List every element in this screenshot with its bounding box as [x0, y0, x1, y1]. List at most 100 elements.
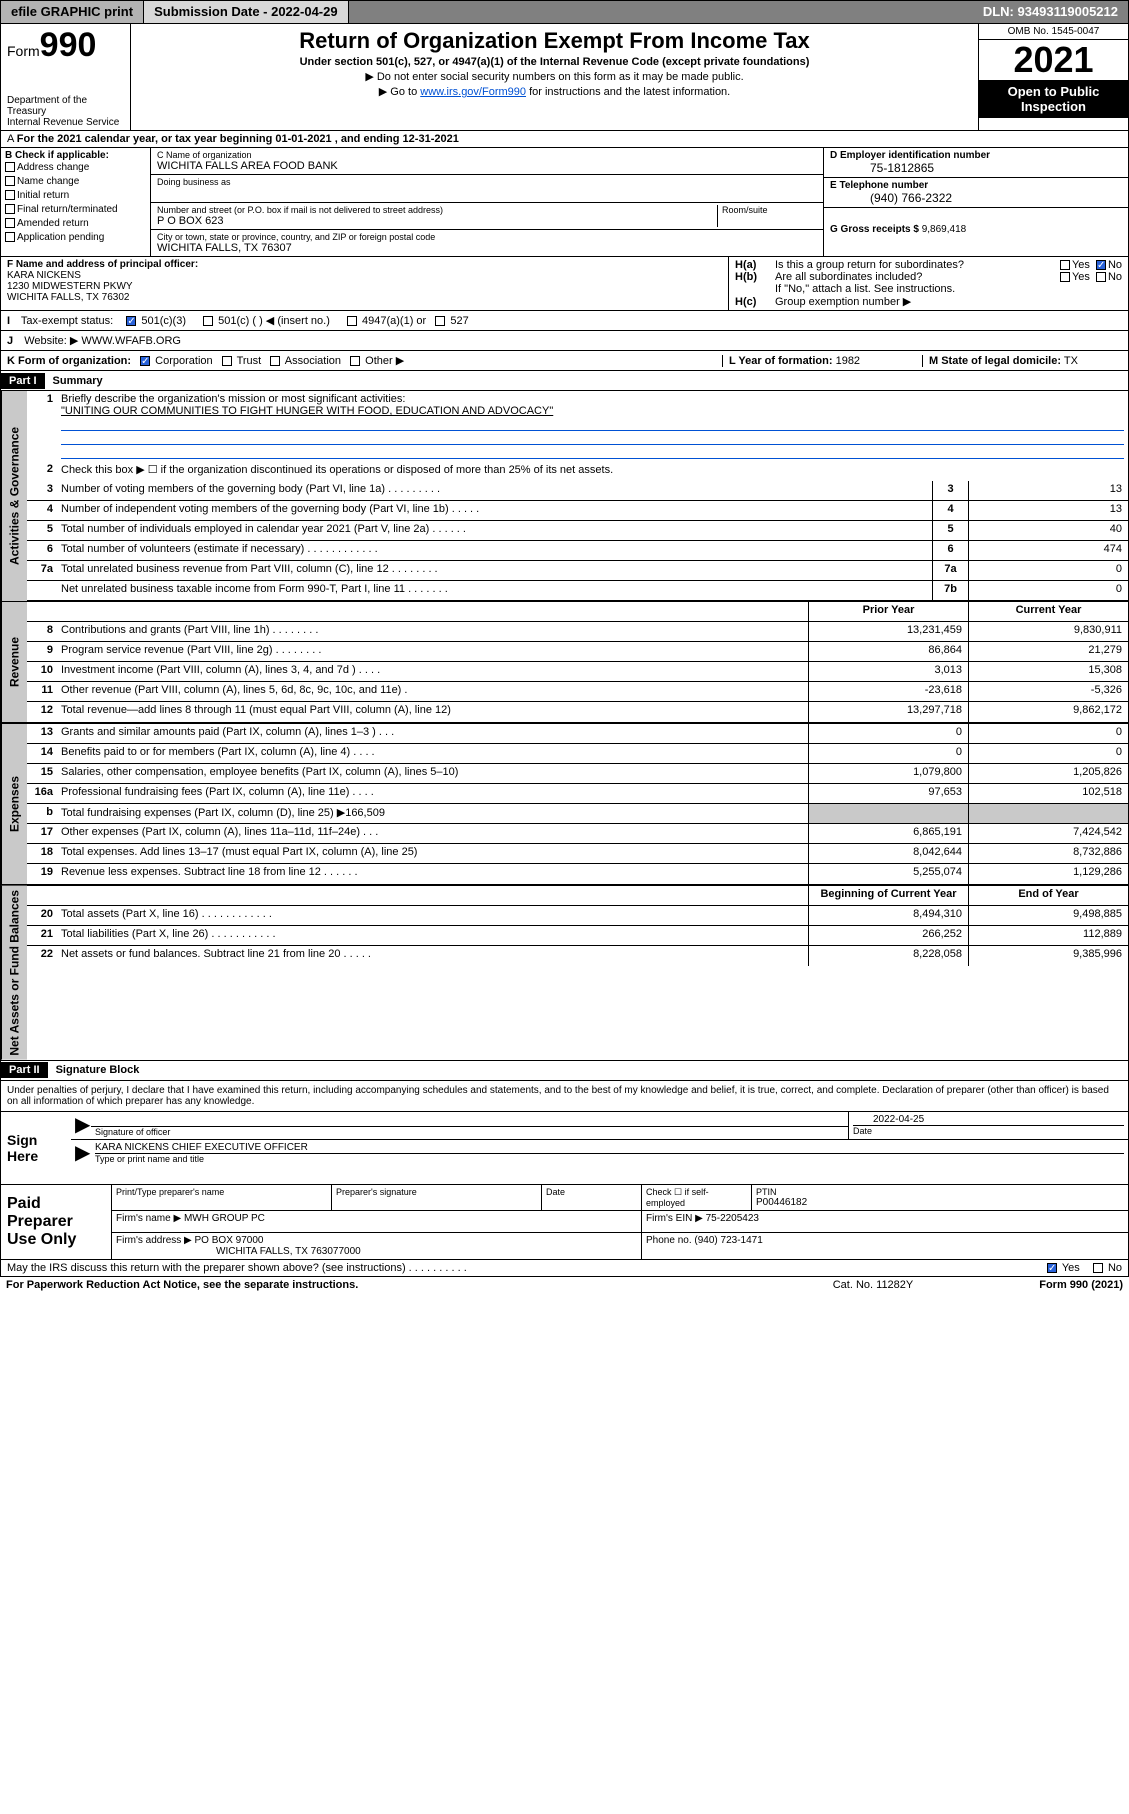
- sub3-post: for instructions and the latest informat…: [526, 86, 730, 98]
- part2-title: Signature Block: [48, 1062, 148, 1078]
- sig-officer-label: Signature of officer: [95, 1127, 844, 1137]
- part1-title: Summary: [45, 373, 111, 389]
- cb-application-pending[interactable]: Application pending: [5, 231, 146, 245]
- cb-trust[interactable]: [222, 356, 232, 366]
- discuss-question: May the IRS discuss this return with the…: [7, 1262, 1047, 1274]
- line16b-prior: [808, 804, 968, 823]
- hdr-prior-year: Prior Year: [808, 602, 968, 621]
- ein-value: 75-1812865: [830, 161, 1122, 175]
- row-a-tax-year: A For the 2021 calendar year, or tax yea…: [0, 131, 1129, 148]
- vtab-revenue: Revenue: [1, 602, 27, 722]
- cb-501c3[interactable]: [126, 316, 136, 326]
- cb-initial-return[interactable]: Initial return: [5, 189, 146, 203]
- org-name-label: C Name of organization: [157, 150, 817, 160]
- prep-date-label: Date: [546, 1187, 637, 1197]
- vtab-governance: Activities & Governance: [1, 391, 27, 601]
- form-number: 990: [40, 26, 97, 64]
- part2-header: Part II: [1, 1062, 48, 1078]
- firm-addr1: PO BOX 97000: [195, 1235, 264, 1246]
- footer-final: For Paperwork Reduction Act Notice, see …: [0, 1277, 1129, 1293]
- form-word: Form: [7, 43, 40, 59]
- discuss-no-cb[interactable]: [1093, 1263, 1103, 1273]
- cb-other[interactable]: [350, 356, 360, 366]
- header-mid: Return of Organization Exempt From Incom…: [131, 24, 978, 130]
- line2-checkbox: Check this box ▶ ☐ if the organization d…: [57, 461, 1128, 481]
- cb-final-return[interactable]: Final return/terminated: [5, 203, 146, 217]
- sig-arrow-1: ▶: [71, 1112, 91, 1139]
- dba-label: Doing business as: [157, 177, 817, 187]
- topbar-spacer: [349, 1, 973, 23]
- sub3-pre: ▶ Go to: [379, 86, 420, 98]
- governance-section: Activities & Governance 1 Briefly descri…: [0, 391, 1129, 602]
- col-b-header: B Check if applicable:: [5, 150, 146, 161]
- paid-preparer-label: Paid Preparer Use Only: [1, 1185, 111, 1259]
- submission-date: Submission Date - 2022-04-29: [144, 1, 349, 23]
- col-d-ein: D Employer identification number 75-1812…: [823, 148, 1128, 256]
- firm-addr2: WICHITA FALLS, TX 763077000: [116, 1246, 361, 1257]
- cb-association[interactable]: [270, 356, 280, 366]
- tax-status-label: Tax-exempt status:: [21, 315, 113, 327]
- form-title: Return of Organization Exempt From Incom…: [141, 28, 968, 54]
- col-f-officer: F Name and address of principal officer:…: [1, 257, 728, 310]
- ptin-label: PTIN: [756, 1187, 1124, 1197]
- header-left: Form990 Department of the Treasury Inter…: [1, 24, 131, 130]
- cat-number: Cat. No. 11282Y: [773, 1279, 973, 1291]
- header-right: OMB No. 1545-0047 2021 Open to PublicIns…: [978, 24, 1128, 130]
- prep-phone-label: Phone no.: [646, 1235, 692, 1246]
- cb-501c[interactable]: [203, 316, 213, 326]
- hb-yes-cb[interactable]: [1060, 272, 1070, 282]
- sig-date-label: Date: [853, 1125, 1124, 1136]
- form-ref: Form 990 (2021): [973, 1279, 1123, 1291]
- gross-value: 9,869,418: [922, 224, 967, 235]
- sign-here-label: Sign Here: [1, 1112, 71, 1184]
- hb-no-cb[interactable]: [1096, 272, 1106, 282]
- row-i-tax-status: I Tax-exempt status: 501(c)(3) 501(c) ( …: [0, 311, 1129, 331]
- officer-addr2: WICHITA FALLS, TX 76302: [7, 292, 722, 303]
- officer-addr1: 1230 MIDWESTERN PKWY: [7, 281, 722, 292]
- hc-label: Group exemption number ▶: [775, 295, 911, 308]
- topbar: efile GRAPHIC print Submission Date - 20…: [0, 0, 1129, 24]
- form-subtitle-2: ▶ Do not enter social security numbers o…: [141, 70, 968, 83]
- signature-block: Under penalties of perjury, I declare th…: [0, 1081, 1129, 1277]
- ha-yes-cb[interactable]: [1060, 260, 1070, 270]
- irs-link[interactable]: www.irs.gov/Form990: [420, 86, 526, 98]
- row-j-website: J Website: ▶ WWW.WFAFB.ORG: [0, 331, 1129, 351]
- col-h-group: H(a) Is this a group return for subordin…: [728, 257, 1128, 310]
- vtab-expenses: Expenses: [1, 724, 27, 884]
- cb-amended-return[interactable]: Amended return: [5, 217, 146, 231]
- year-formation: 1982: [836, 355, 860, 367]
- phone-label: E Telephone number: [830, 180, 1122, 191]
- addr-label: Number and street (or P.O. box if mail i…: [157, 205, 717, 215]
- vtab-netassets: Net Assets or Fund Balances: [1, 886, 27, 1060]
- phone-value: (940) 766-2322: [830, 191, 1122, 205]
- officer-label: F Name and address of principal officer:: [7, 259, 722, 270]
- cb-corporation[interactable]: [140, 356, 150, 366]
- gross-label: G Gross receipts $: [830, 224, 919, 235]
- room-label: Room/suite: [722, 205, 817, 215]
- omb-number: OMB No. 1545-0047: [979, 24, 1128, 40]
- prep-sig-label: Preparer's signature: [336, 1187, 537, 1197]
- cb-4947[interactable]: [347, 316, 357, 326]
- section-bcd: B Check if applicable: Address change Na…: [0, 148, 1129, 257]
- section-fh: F Name and address of principal officer:…: [0, 257, 1129, 311]
- line16b-current: [968, 804, 1128, 823]
- cb-address-change[interactable]: Address change: [5, 161, 146, 175]
- discuss-yes-cb[interactable]: [1047, 1263, 1057, 1273]
- hdr-begin-year: Beginning of Current Year: [808, 886, 968, 905]
- city-label: City or town, state or province, country…: [157, 232, 817, 242]
- cb-527[interactable]: [435, 316, 445, 326]
- ha-no-cb[interactable]: [1096, 260, 1106, 270]
- firm-name-label: Firm's name ▶: [116, 1213, 181, 1224]
- cb-name-change[interactable]: Name change: [5, 175, 146, 189]
- k-label: K Form of organization:: [7, 355, 131, 367]
- line1-mission: "UNITING OUR COMMUNITIES TO FIGHT HUNGER…: [61, 405, 553, 417]
- prep-check-label[interactable]: Check ☐ if self-employed: [642, 1185, 752, 1210]
- ha-label: Is this a group return for subordinates?: [775, 259, 1060, 271]
- addr-value: P O BOX 623: [157, 215, 717, 227]
- org-name: WICHITA FALLS AREA FOOD BANK: [157, 160, 817, 172]
- firm-name: MWH GROUP PC: [184, 1213, 265, 1224]
- form-subtitle-1: Under section 501(c), 527, or 4947(a)(1)…: [141, 56, 968, 68]
- line16b: Total fundraising expenses (Part IX, col…: [57, 804, 808, 823]
- efile-print-button[interactable]: efile GRAPHIC print: [1, 1, 144, 23]
- part2-bar: Part II Signature Block: [0, 1061, 1129, 1081]
